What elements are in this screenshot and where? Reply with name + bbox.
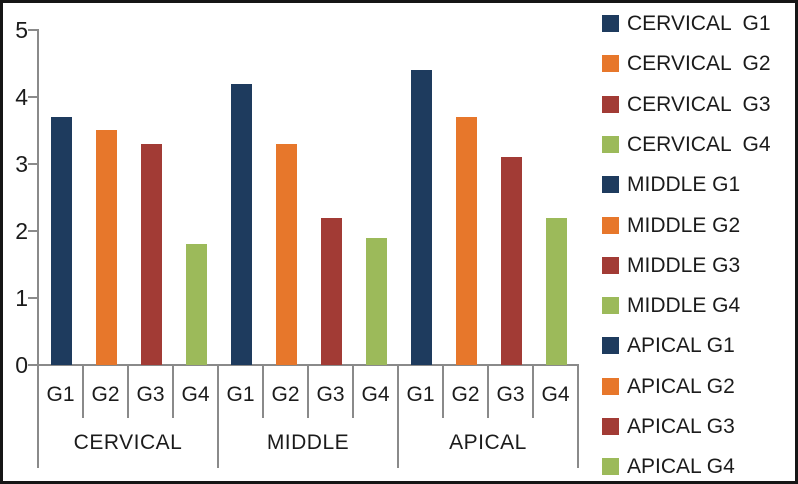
chart-legend: CERVICAL G1 CERVICAL G2 CERVICAL G3 CERVICA… [591,0,798,484]
bar-middle-g3 [321,218,342,365]
bar-cervical-g2 [96,130,117,365]
legend-swatch-icon [602,337,619,355]
y-tick-mark [28,29,38,31]
slot-divider [352,366,354,418]
bar-middle-g1 [231,84,252,365]
y-tick-label: 2 [15,218,28,244]
legend-label: MIDDLE G1 [627,173,741,197]
bar-middle-g2 [276,144,297,365]
legend-swatch-icon [602,15,619,32]
legend-item: CERVICAL G1 [602,10,771,37]
legend-item: MIDDLE G1 [602,171,740,198]
group-divider [217,366,219,468]
legend-item: APICAL G4 [602,453,735,480]
plot-area: 0 1 2 3 4 5 G1 G2 G3 G4 CERVICAL G1 G2 G3 G4 MIDDLE G1 G2… [15,17,579,468]
y-tick-mark [28,163,38,165]
legend-label: APICAL G2 [627,374,735,398]
legend-item: APICAL G1 [602,332,735,359]
legend-swatch-icon [602,55,619,73]
legend-label: MIDDLE G4 [627,294,741,318]
bar-apical-g1 [411,70,432,365]
legend-swatch-icon [602,176,619,194]
group-label-apical: APICAL [449,431,527,454]
bar-cervical-g3 [141,144,162,365]
bar-axis-label-apical-g2: G2 [451,383,480,406]
slot-divider [172,366,174,418]
y-axis-line [37,29,39,468]
bar-apical-g4 [546,218,567,365]
legend-label: MIDDLE G3 [627,253,741,277]
group-label-middle: MIDDLE [266,431,350,454]
group-label-cervical: CERVICAL [73,431,183,454]
legend-swatch-icon [602,95,619,113]
y-tick-label: 0 [15,352,28,378]
y-tick-label: 3 [15,151,28,177]
legend-label: CERVICAL G4 [627,132,771,156]
legend-swatch-icon [602,458,619,476]
y-tick-mark [28,96,38,98]
legend-label: APICAL G4 [627,455,735,479]
bar-apical-g3 [501,157,522,365]
legend-swatch-icon [602,256,619,274]
y-tick-mark [28,364,38,366]
legend-item: MIDDLE G2 [602,212,740,239]
legend-label: APICAL G3 [627,415,735,438]
bar-axis-label-apical-g3: G3 [496,383,525,406]
y-tick-label: 5 [15,17,28,43]
bar-axis-label-middle-g3: G3 [316,383,345,406]
legend-item: MIDDLE G3 [602,252,740,279]
bar-axis-label-cervical-g3: G3 [136,383,165,406]
bar-middle-g4 [366,238,387,365]
bar-axis-label-cervical-g1: G1 [46,383,75,406]
legend-item: CERVICAL G3 [602,91,771,118]
bar-axis-label-cervical-g2: G2 [91,383,120,406]
legend-swatch-icon [602,135,619,153]
legend-swatch-icon [602,377,619,395]
y-tick-label: 4 [15,84,28,110]
y-tick-label: 1 [15,285,28,311]
legend-item: MIDDLE G4 [602,292,740,319]
bar-apical-g2 [456,117,477,365]
legend-label: APICAL G1 [627,334,735,358]
legend-swatch-icon [602,216,619,234]
legend-label: CERVICAL G3 [627,92,771,116]
bar-axis-label-middle-g2: G2 [271,383,300,406]
bar-axis-label-apical-g1: G1 [406,383,435,406]
slot-divider [127,366,129,418]
legend-label: CERVICAL G2 [627,52,771,76]
slot-divider [82,366,84,418]
legend-item: APICAL G3 [602,413,735,440]
legend-item: CERVICAL G4 [602,131,771,158]
legend-label: MIDDLE G2 [627,213,741,237]
slot-divider [487,366,489,418]
legend-item: CERVICAL G2 [602,50,771,77]
legend-swatch-icon [602,297,619,315]
bar-axis-label-apical-g4: G4 [541,383,570,406]
slot-divider [262,366,264,418]
bar-axis-label-middle-g1: G1 [226,383,255,406]
legend-swatch-icon [602,418,619,435]
legend-item: APICAL G2 [602,373,735,400]
x-axis-line [37,364,579,366]
bar-axis-label-middle-g4: G4 [361,383,390,406]
group-divider [397,366,399,468]
bar-axis-label-cervical-g4: G4 [181,383,210,406]
slot-divider [307,366,309,418]
slot-divider [442,366,444,418]
bar-cervical-g4 [186,244,207,365]
y-tick-mark [28,230,38,232]
group-divider [577,366,579,468]
legend-label: CERVICAL G1 [627,12,771,35]
slot-divider [532,366,534,418]
y-tick-mark [28,297,38,299]
bar-cervical-g1 [51,117,72,365]
